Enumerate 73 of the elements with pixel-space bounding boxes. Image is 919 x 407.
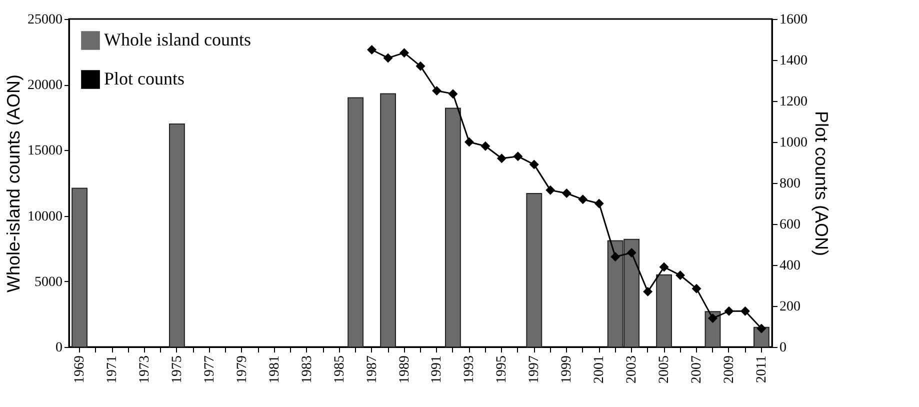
point (724, 306, 734, 316)
point (448, 89, 458, 99)
y-tick-label: 10000 (28, 209, 62, 224)
y-tick-label: 0 (56, 340, 62, 356)
bar (72, 188, 88, 348)
y-axis-title: Whole-island counts (AON) (4, 74, 24, 293)
point (416, 61, 426, 71)
y2-axis-title: Plot counts (AON) (812, 110, 832, 256)
point (578, 194, 588, 204)
point (529, 160, 539, 170)
y-tick-label: 15000 (28, 144, 62, 159)
bar (445, 108, 461, 348)
x-tick-label: 1975 (170, 356, 185, 384)
x-tick-label: 1983 (300, 356, 315, 384)
x-tick-label: 1969 (72, 356, 88, 384)
point (513, 152, 523, 162)
x-tick-label: 1997 (527, 356, 542, 384)
point (643, 286, 653, 296)
point (659, 262, 669, 272)
y2-tick-label: 200 (780, 300, 800, 314)
x-tick-label: 1993 (462, 356, 478, 384)
y2-tick-label: 1600 (780, 12, 808, 28)
bar (380, 93, 396, 348)
y-tick-label: 5000 (34, 274, 62, 290)
y2-tick-label: 800 (780, 176, 800, 192)
point (383, 53, 393, 63)
y2-tick-label: 1000 (780, 136, 808, 150)
x-tick-label: 1971 (105, 356, 120, 384)
point (676, 270, 686, 280)
y2-tick-label: 1400 (780, 54, 808, 68)
x-tick-label: 1995 (494, 356, 510, 384)
x-tick-label: 2011 (754, 356, 770, 383)
point (692, 284, 702, 294)
point (546, 185, 556, 195)
point (594, 198, 604, 208)
y2-tick-label: 1200 (780, 94, 808, 110)
legend-label: Whole island counts (104, 30, 251, 50)
point (432, 86, 442, 96)
x-tick-label: 1977 (202, 356, 218, 384)
y2-tick-label: 400 (780, 258, 800, 274)
point (756, 324, 766, 334)
y2-tick-label: 600 (780, 218, 800, 232)
x-tick-label: 1991 (430, 356, 445, 384)
x-tick-label: 1973 (137, 356, 152, 384)
point (496, 154, 506, 164)
bar (169, 123, 185, 348)
bar (526, 192, 542, 348)
legend-label: Plot counts (104, 68, 185, 88)
x-tick-label: 2007 (690, 356, 705, 384)
bar (656, 274, 672, 348)
x-tick-label: 1989 (397, 356, 412, 384)
y-tick-label: 20000 (28, 78, 62, 94)
y-tick-label: 25000 (28, 12, 62, 28)
point (367, 45, 377, 54)
bar (348, 97, 364, 348)
point (610, 252, 620, 262)
x-tick-label: 1981 (267, 356, 282, 384)
x-tick-label: 2009 (722, 356, 737, 384)
x-tick-label: 1987 (364, 356, 380, 384)
x-tick-label: 1979 (234, 356, 250, 384)
x-tick-label: 2005 (657, 356, 672, 384)
point (708, 314, 718, 324)
point (464, 137, 474, 147)
x-tick-label: 1999 (560, 356, 575, 384)
y2-tick-label: 0 (780, 340, 786, 356)
x-tick-label: 2001 (592, 356, 608, 384)
x-tick-label: 2003 (624, 356, 640, 384)
point (400, 48, 410, 58)
point (740, 306, 750, 316)
point (626, 248, 636, 258)
point (480, 141, 490, 151)
point (562, 188, 572, 198)
x-tick-label: 1985 (332, 356, 348, 384)
